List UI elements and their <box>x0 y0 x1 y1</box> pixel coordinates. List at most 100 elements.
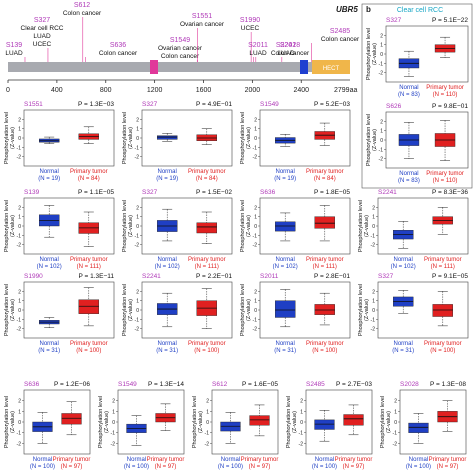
site-label: S1549 <box>170 37 190 44</box>
normal-box <box>156 135 178 140</box>
panel-p-value: P = 9.1E−05 <box>432 273 468 280</box>
normal-label: Normal <box>40 257 59 263</box>
y-axis-label-unit: (Z-value) <box>10 299 16 321</box>
y-tick-label: 1 <box>254 215 257 221</box>
y-axis-label: Phosphorylation level <box>122 200 128 252</box>
normal-n: (N = 102) <box>273 264 298 270</box>
y-tick-label: 2 <box>254 117 257 123</box>
panel-p-value: P = 9.8E−01 <box>432 103 468 110</box>
y-tick-label: 0 <box>380 138 383 144</box>
y-tick-label: -2 <box>111 441 116 447</box>
tumor-n: (N = 100) <box>312 348 337 354</box>
normal-n: (N = 102) <box>391 264 416 270</box>
y-tick-label: 0 <box>112 420 115 426</box>
y-tick-label: 2 <box>18 117 21 123</box>
tumor-box <box>432 304 453 317</box>
y-axis-label-unit: (Z-value) <box>246 127 252 149</box>
box-panel-s636: S636 P = 1.8E−05 -2 -1 0 1 2 Phosphorylation le… <box>240 189 350 270</box>
tumor-box <box>314 304 335 315</box>
tumor-box <box>78 299 100 314</box>
normal-n: (N = 31) <box>274 348 296 354</box>
protein-schematic: UBR5 HECT 0 400 800 1200 1600 2000 2400 2799aa… <box>5 2 360 94</box>
axis-end-label: 2799aa <box>334 87 357 94</box>
normal-label: Normal <box>158 341 177 347</box>
site-cancer-label: Colon cancer <box>99 50 138 57</box>
y-tick-label: -2 <box>393 441 398 447</box>
y-tick-label: 2 <box>372 205 375 211</box>
y-axis-label: Phosphorylation level <box>122 112 128 164</box>
tumor-label: Primary tumor <box>429 457 467 463</box>
normal-n: (N = 19) <box>38 176 60 182</box>
y-tick-label: 0 <box>18 224 21 230</box>
normal-label: Normal <box>158 169 177 175</box>
site-cancer-label: LUAD <box>33 33 51 40</box>
tumor-n: (N = 97) <box>249 464 271 470</box>
normal-box <box>314 419 335 430</box>
box-panel-s1549: S1549 P = 5.2E−03 -2 -1 0 1 2 Phosphorylation l… <box>240 101 350 182</box>
panel-frame <box>141 197 233 255</box>
hect-domain <box>312 60 350 74</box>
normal-n: (N = 19) <box>274 176 296 182</box>
y-tick-label: 0 <box>206 420 209 426</box>
panel-site-label: S2028 <box>400 381 419 388</box>
y-tick-label: -1 <box>135 317 140 323</box>
normal-label: Normal <box>221 457 240 463</box>
y-axis-label-unit: (Z-value) <box>128 299 134 321</box>
y-axis-label: Phosphorylation level <box>4 284 10 336</box>
box-panel-s327: S327 P = 1.5E−02 -2 -1 0 1 2 Phosphorylation le… <box>122 189 232 270</box>
panel-site-label: S2485 <box>306 381 325 388</box>
site-cancer-label: Colon cancer <box>271 50 310 57</box>
y-tick-label: 0 <box>254 308 257 314</box>
tumor-label: Primary tumor <box>241 457 279 463</box>
panel-p-value: P = 1.8E−05 <box>314 189 350 196</box>
y-tick-label: -1 <box>299 431 304 437</box>
panel-site-label: S1549 <box>260 101 279 108</box>
panel-frame <box>23 109 115 167</box>
y-axis-label-unit: (Z-value) <box>372 129 378 151</box>
normal-n: (N = 102) <box>37 264 62 270</box>
tumor-label: Primary tumor <box>188 169 226 175</box>
box-panel-s2028: S2028 P = 1.3E−08 -2 -1 0 1 2 Phosphorylation l… <box>380 381 466 470</box>
y-tick-label: -2 <box>371 327 376 333</box>
y-tick-label: -2 <box>17 243 22 249</box>
normal-n: (N = 100) <box>218 464 243 470</box>
panel-p-value: P = 2.8E−01 <box>314 273 350 280</box>
normal-n: (N = 100) <box>312 464 337 470</box>
tumor-n: (N = 97) <box>155 464 177 470</box>
tumor-label: Primary tumor <box>426 171 464 177</box>
tumor-n: (N = 110) <box>433 92 458 98</box>
y-tick-label: -1 <box>135 145 140 151</box>
y-tick-label: 2 <box>394 399 397 405</box>
protein-axis-tick-label: 2000 <box>245 87 261 94</box>
y-tick-label: 2 <box>18 205 21 211</box>
y-tick-label: -1 <box>135 233 140 239</box>
y-tick-label: 1 <box>394 409 397 415</box>
y-axis-label-unit: (Z-value) <box>364 299 370 321</box>
normal-label: Normal <box>40 341 59 347</box>
y-tick-label: -2 <box>371 243 376 249</box>
site-cancer-label: LUAD <box>5 50 23 57</box>
normal-label: Normal <box>276 341 295 347</box>
tumor-box <box>314 216 335 229</box>
y-axis-label: Phosphorylation level <box>366 28 372 80</box>
protein-bar <box>8 62 350 72</box>
y-tick-label: 2 <box>380 119 383 125</box>
y-tick-label: -1 <box>371 233 376 239</box>
site-label: S2241 <box>276 42 296 49</box>
normal-box <box>275 300 296 318</box>
normal-n: (N = 100) <box>30 464 55 470</box>
protein-axis-ticks: 0 400 800 1200 1600 2000 2400 <box>6 80 309 94</box>
y-tick-label: -1 <box>17 145 22 151</box>
y-axis-label-unit: (Z-value) <box>10 215 16 237</box>
box-plot-panels: S1551 P = 1.3E−03 -2 -1 0 1 2 Phosphorylation l… <box>4 17 468 470</box>
tumor-label: Primary tumor <box>335 457 373 463</box>
y-tick-label: 1 <box>18 409 21 415</box>
tumor-n: (N = 111) <box>431 264 455 270</box>
y-tick-label: -1 <box>379 61 384 67</box>
y-tick-label: 0 <box>136 224 139 230</box>
panel-p-value: P = 1.3E−14 <box>148 381 184 388</box>
y-tick-label: 1 <box>254 299 257 305</box>
protein-axis-tick-label: 1600 <box>196 87 212 94</box>
